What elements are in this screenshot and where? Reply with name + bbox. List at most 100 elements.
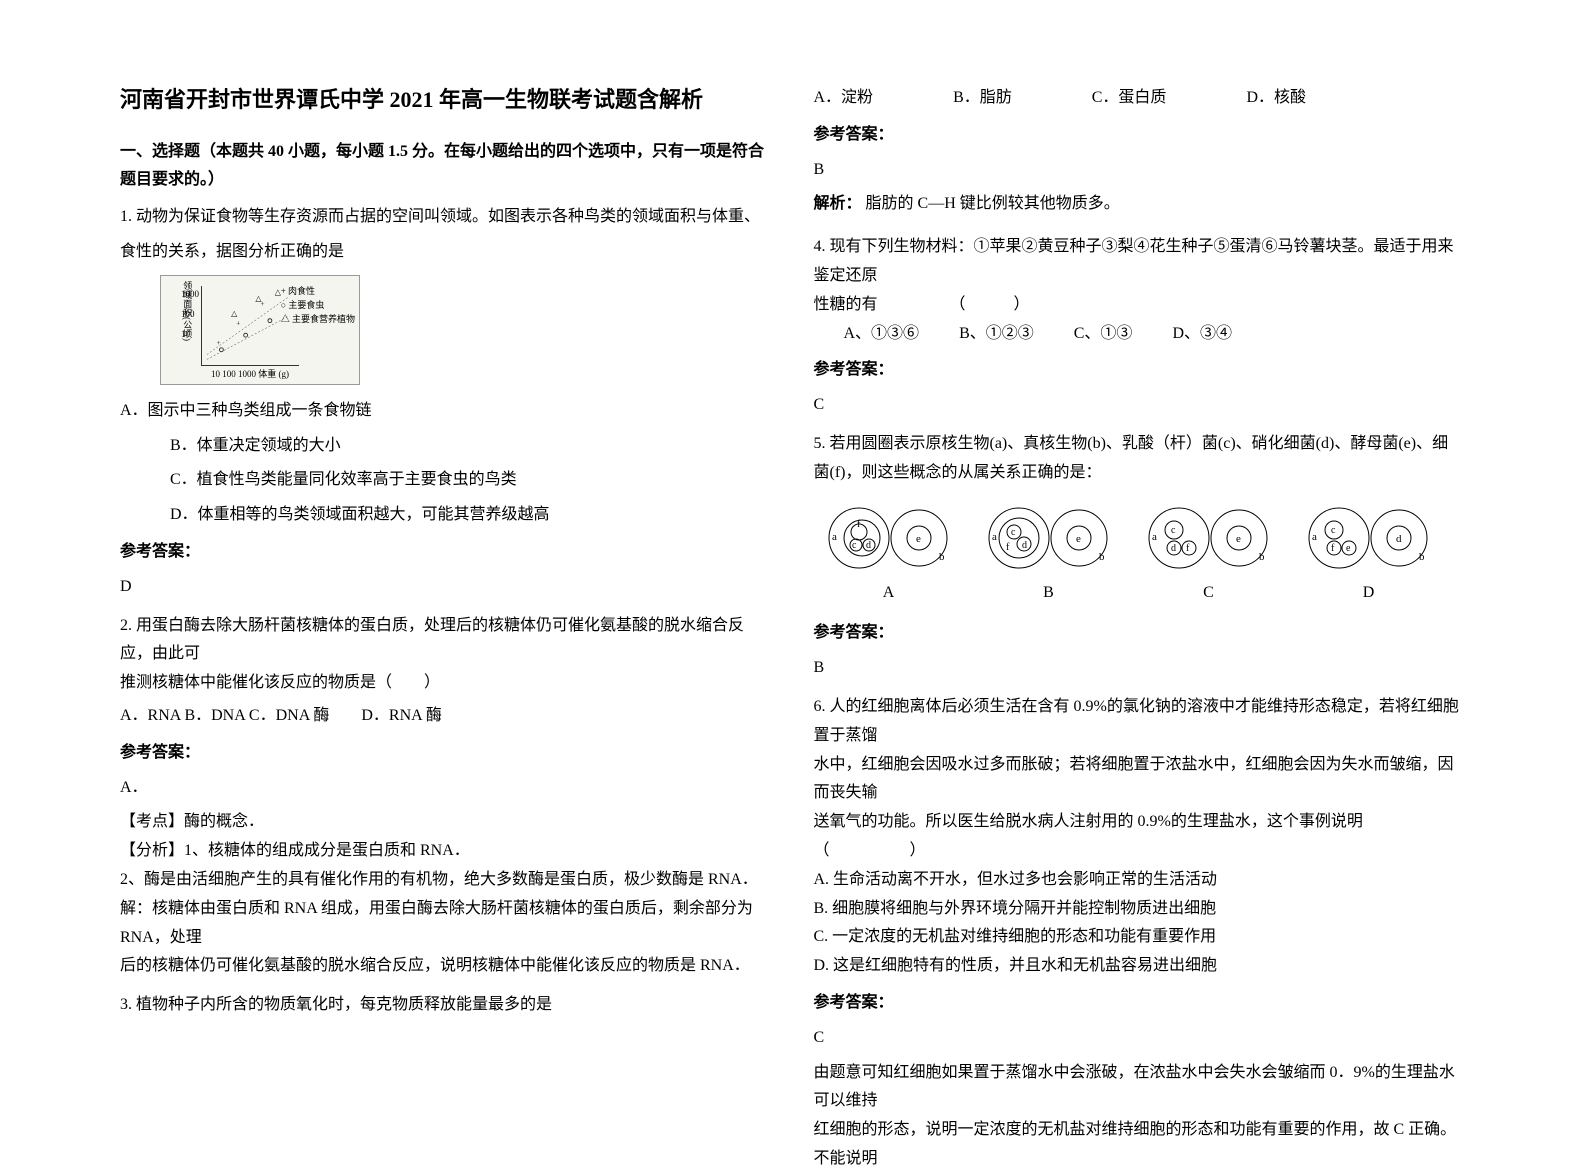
- question-4: 4. 现有下列生物材料：①苹果②黄豆种子③梨④花生种子⑤蛋清⑥马铃薯块茎。最适于…: [814, 233, 1468, 420]
- q6-text-1: 6. 人的红细胞离体后必须生活在含有 0.9%的氯化钠的溶液中才能维持形态稳定，…: [814, 693, 1468, 751]
- q4-option-b: B、①②③: [959, 320, 1034, 349]
- q6-analysis-1: 由题意可知红细胞如果置于蒸馏水中会涨破，在浓盐水中会失水会皱缩而 0．9%的生理…: [814, 1059, 1468, 1117]
- venn-label-d: D: [1363, 579, 1375, 608]
- venn-label-c: C: [1203, 579, 1214, 608]
- svg-text:d: d: [866, 540, 871, 551]
- svg-text:e: e: [1236, 533, 1241, 545]
- venn-label-b: B: [1043, 579, 1054, 608]
- legend-item: + 肉食性: [281, 284, 355, 298]
- q4-option-a: A、①③⑥: [844, 320, 920, 349]
- svg-text:f: f: [1186, 543, 1190, 554]
- q1-option-b: B．体重决定领域的大小: [120, 432, 774, 461]
- venn-label-a: A: [883, 579, 895, 608]
- q3-option-c: C．蛋白质: [1092, 84, 1167, 113]
- q6-option-c: C. 一定浓度的无机盐对维持细胞的形态和功能有重要作用: [814, 923, 1468, 952]
- q1-chart: 领域面积(公顷) 1000 100 10 +++ △△△ + 肉食性 ○ 主要食…: [160, 275, 360, 385]
- q1-option-d: D．体重相等的鸟类领域面积越大，可能其营养级越高: [120, 501, 774, 530]
- q2-text-2: 推测核糖体中能催化该反应的物质是（ ）: [120, 669, 774, 698]
- q1-text-1: 1. 动物为保证食物等生存资源而占据的空间叫领域。如图表示各种鸟类的领域面积与体…: [120, 203, 774, 232]
- venn-a: a f c d e b A: [824, 500, 954, 608]
- svg-text:b: b: [1419, 551, 1425, 563]
- svg-text:d: d: [1396, 533, 1402, 545]
- tick: 10: [181, 324, 199, 344]
- svg-text:e: e: [916, 533, 921, 545]
- q3-options: A．淀粉 B．脂肪 C．蛋白质 D．核酸: [814, 84, 1468, 113]
- answer-label: 参考答案：: [120, 739, 774, 768]
- q5-diagrams: a f c d e b A a c: [814, 500, 1468, 608]
- q1-option-c: C．植食性鸟类能量同化效率高于主要食虫的鸟类: [120, 466, 774, 495]
- question-1: 1. 动物为保证食物等生存资源而占据的空间叫领域。如图表示各种鸟类的领域面积与体…: [120, 203, 774, 601]
- section-header: 一、选择题（本题共 40 小题，每小题 1.5 分。在每小题给出的四个选项中，只…: [120, 138, 774, 196]
- q3-answer: B: [814, 156, 1468, 185]
- svg-text:d: d: [1022, 540, 1027, 551]
- svg-text:b: b: [939, 551, 945, 563]
- q2-text-1: 2. 用蛋白酶去除大肠杆菌核糖体的蛋白质，处理后的核糖体仍可催化氨基酸的脱水缩合…: [120, 612, 774, 670]
- q6-answer: C: [814, 1024, 1468, 1053]
- q3-text: 3. 植物种子内所含的物质氧化时，每克物质释放能量最多的是: [120, 991, 774, 1020]
- q1-answer: D: [120, 573, 774, 602]
- q2-analysis-1: 【分析】1、核糖体的组成成分是蛋白质和 RNA．: [120, 837, 774, 866]
- q5-text-2: 菌(f)，则这些概念的从属关系正确的是：: [814, 459, 1468, 488]
- question-6: 6. 人的红细胞离体后必须生活在含有 0.9%的氯化钠的溶液中才能维持形态稳定，…: [814, 693, 1468, 1174]
- answer-label: 参考答案：: [814, 619, 1468, 648]
- svg-text:+: +: [217, 338, 221, 347]
- svg-text:b: b: [1259, 551, 1265, 563]
- q4-options: A、①③⑥ B、①②③ C、①③ D、③④: [814, 320, 1468, 349]
- q6-option-d: D. 这是红细胞特有的性质，并且水和无机盐容易进出细胞: [814, 952, 1468, 981]
- tick: 100: [181, 304, 199, 324]
- page-title: 河南省开封市世界谭氏中学 2021 年高一生物联考试题含解析: [120, 80, 774, 120]
- q2-analysis-label: 【考点】酶的概念．: [120, 808, 774, 837]
- venn-d: a c f e d b D: [1304, 500, 1434, 608]
- q5-text-1: 5. 若用圆圈表示原核生物(a)、真核生物(b)、乳酸（杆）菌(c)、硝化细菌(…: [814, 430, 1468, 459]
- svg-text:a: a: [1312, 531, 1317, 543]
- tick: 1000: [181, 284, 199, 304]
- q2-analysis-3: 解：核糖体由蛋白质和 RNA 组成，用蛋白酶去除大肠杆菌核糖体的蛋白质后，剩余部…: [120, 895, 774, 953]
- svg-text:d: d: [1171, 543, 1176, 554]
- q2-analysis-4: 后的核糖体仍可催化氨基酸的脱水缩合反应，说明核糖体中能催化该反应的物质是 RNA…: [120, 952, 774, 981]
- svg-text:f: f: [1006, 542, 1010, 553]
- answer-label: 参考答案：: [814, 989, 1468, 1018]
- svg-text:c: c: [1171, 525, 1176, 536]
- legend-item: ○ 主要食虫: [281, 298, 355, 312]
- q2-answer: A．: [120, 774, 774, 803]
- q4-text-1: 4. 现有下列生物材料：①苹果②黄豆种子③梨④花生种子⑤蛋清⑥马铃薯块茎。最适于…: [814, 233, 1468, 291]
- svg-text:△: △: [231, 309, 238, 318]
- q3-option-b: B．脂肪: [953, 84, 1012, 113]
- q2-options: A．RNA B．DNA C．DNA 酶 D．RNA 酶: [120, 702, 774, 731]
- q2-analysis-2: 2、酶是由活细胞产生的具有催化作用的有机物，绝大多数酶是蛋白质，极少数酶是 RN…: [120, 866, 774, 895]
- analysis-label: 解析：: [814, 195, 862, 212]
- chart-legend: + 肉食性 ○ 主要食虫 △ 主要食营养植物: [281, 284, 355, 326]
- answer-label: 参考答案：: [120, 538, 774, 567]
- q3-analysis-line: 解析： 脂肪的 C—H 键比例较其他物质多。: [814, 190, 1468, 219]
- q3-option-d: D．核酸: [1246, 84, 1306, 113]
- svg-text:+: +: [236, 318, 240, 327]
- question-5: 5. 若用圆圈表示原核生物(a)、真核生物(b)、乳酸（杆）菌(c)、硝化细菌(…: [814, 430, 1468, 683]
- chart-y-ticks: 1000 100 10: [181, 284, 199, 344]
- q6-text-2: 水中，红细胞会因吸水过多而胀破；若将细胞置于浓盐水中，红细胞会因为失水而皱缩，因…: [814, 751, 1468, 809]
- venn-c: a c d f e b C: [1144, 500, 1274, 608]
- svg-text:f: f: [1331, 543, 1335, 554]
- legend-item: △ 主要食营养植物: [281, 312, 355, 326]
- svg-text:e: e: [1346, 543, 1351, 554]
- q3-option-a: A．淀粉: [814, 84, 874, 113]
- q4-text-2: 性糖的有 （ ）: [814, 291, 1468, 320]
- q4-option-c: C、①③: [1074, 320, 1133, 349]
- q6-text-3: 送氧气的功能。所以医生给脱水病人注射用的 0.9%的生理盐水，这个事例说明 （ …: [814, 808, 1468, 866]
- chart-x-label: 10 100 1000 体重 (g): [211, 366, 289, 382]
- question-2: 2. 用蛋白酶去除大肠杆菌核糖体的蛋白质，处理后的核糖体仍可催化氨基酸的脱水缩合…: [120, 612, 774, 982]
- answer-label: 参考答案：: [814, 356, 1468, 385]
- svg-text:△: △: [255, 294, 262, 303]
- q1-option-a: A．图示中三种鸟类组成一条食物链: [120, 397, 774, 426]
- svg-text:a: a: [832, 531, 837, 543]
- venn-b: a c f d e b B: [984, 500, 1114, 608]
- q1-text-2: 食性的关系，据图分析正确的是: [120, 238, 774, 267]
- svg-text:c: c: [852, 540, 857, 551]
- q4-answer: C: [814, 391, 1468, 420]
- svg-text:b: b: [1099, 551, 1105, 563]
- svg-text:e: e: [1076, 533, 1081, 545]
- answer-label: 参考答案：: [814, 121, 1468, 150]
- svg-text:c: c: [1331, 525, 1336, 536]
- q6-analysis-2: 红细胞的形态，说明一定浓度的无机盐对维持细胞的形态和功能有重要的作用，故 C 正…: [814, 1116, 1468, 1174]
- svg-text:c: c: [1011, 527, 1016, 538]
- q6-option-b: B. 细胞膜将细胞与外界环境分隔开并能控制物质进出细胞: [814, 895, 1468, 924]
